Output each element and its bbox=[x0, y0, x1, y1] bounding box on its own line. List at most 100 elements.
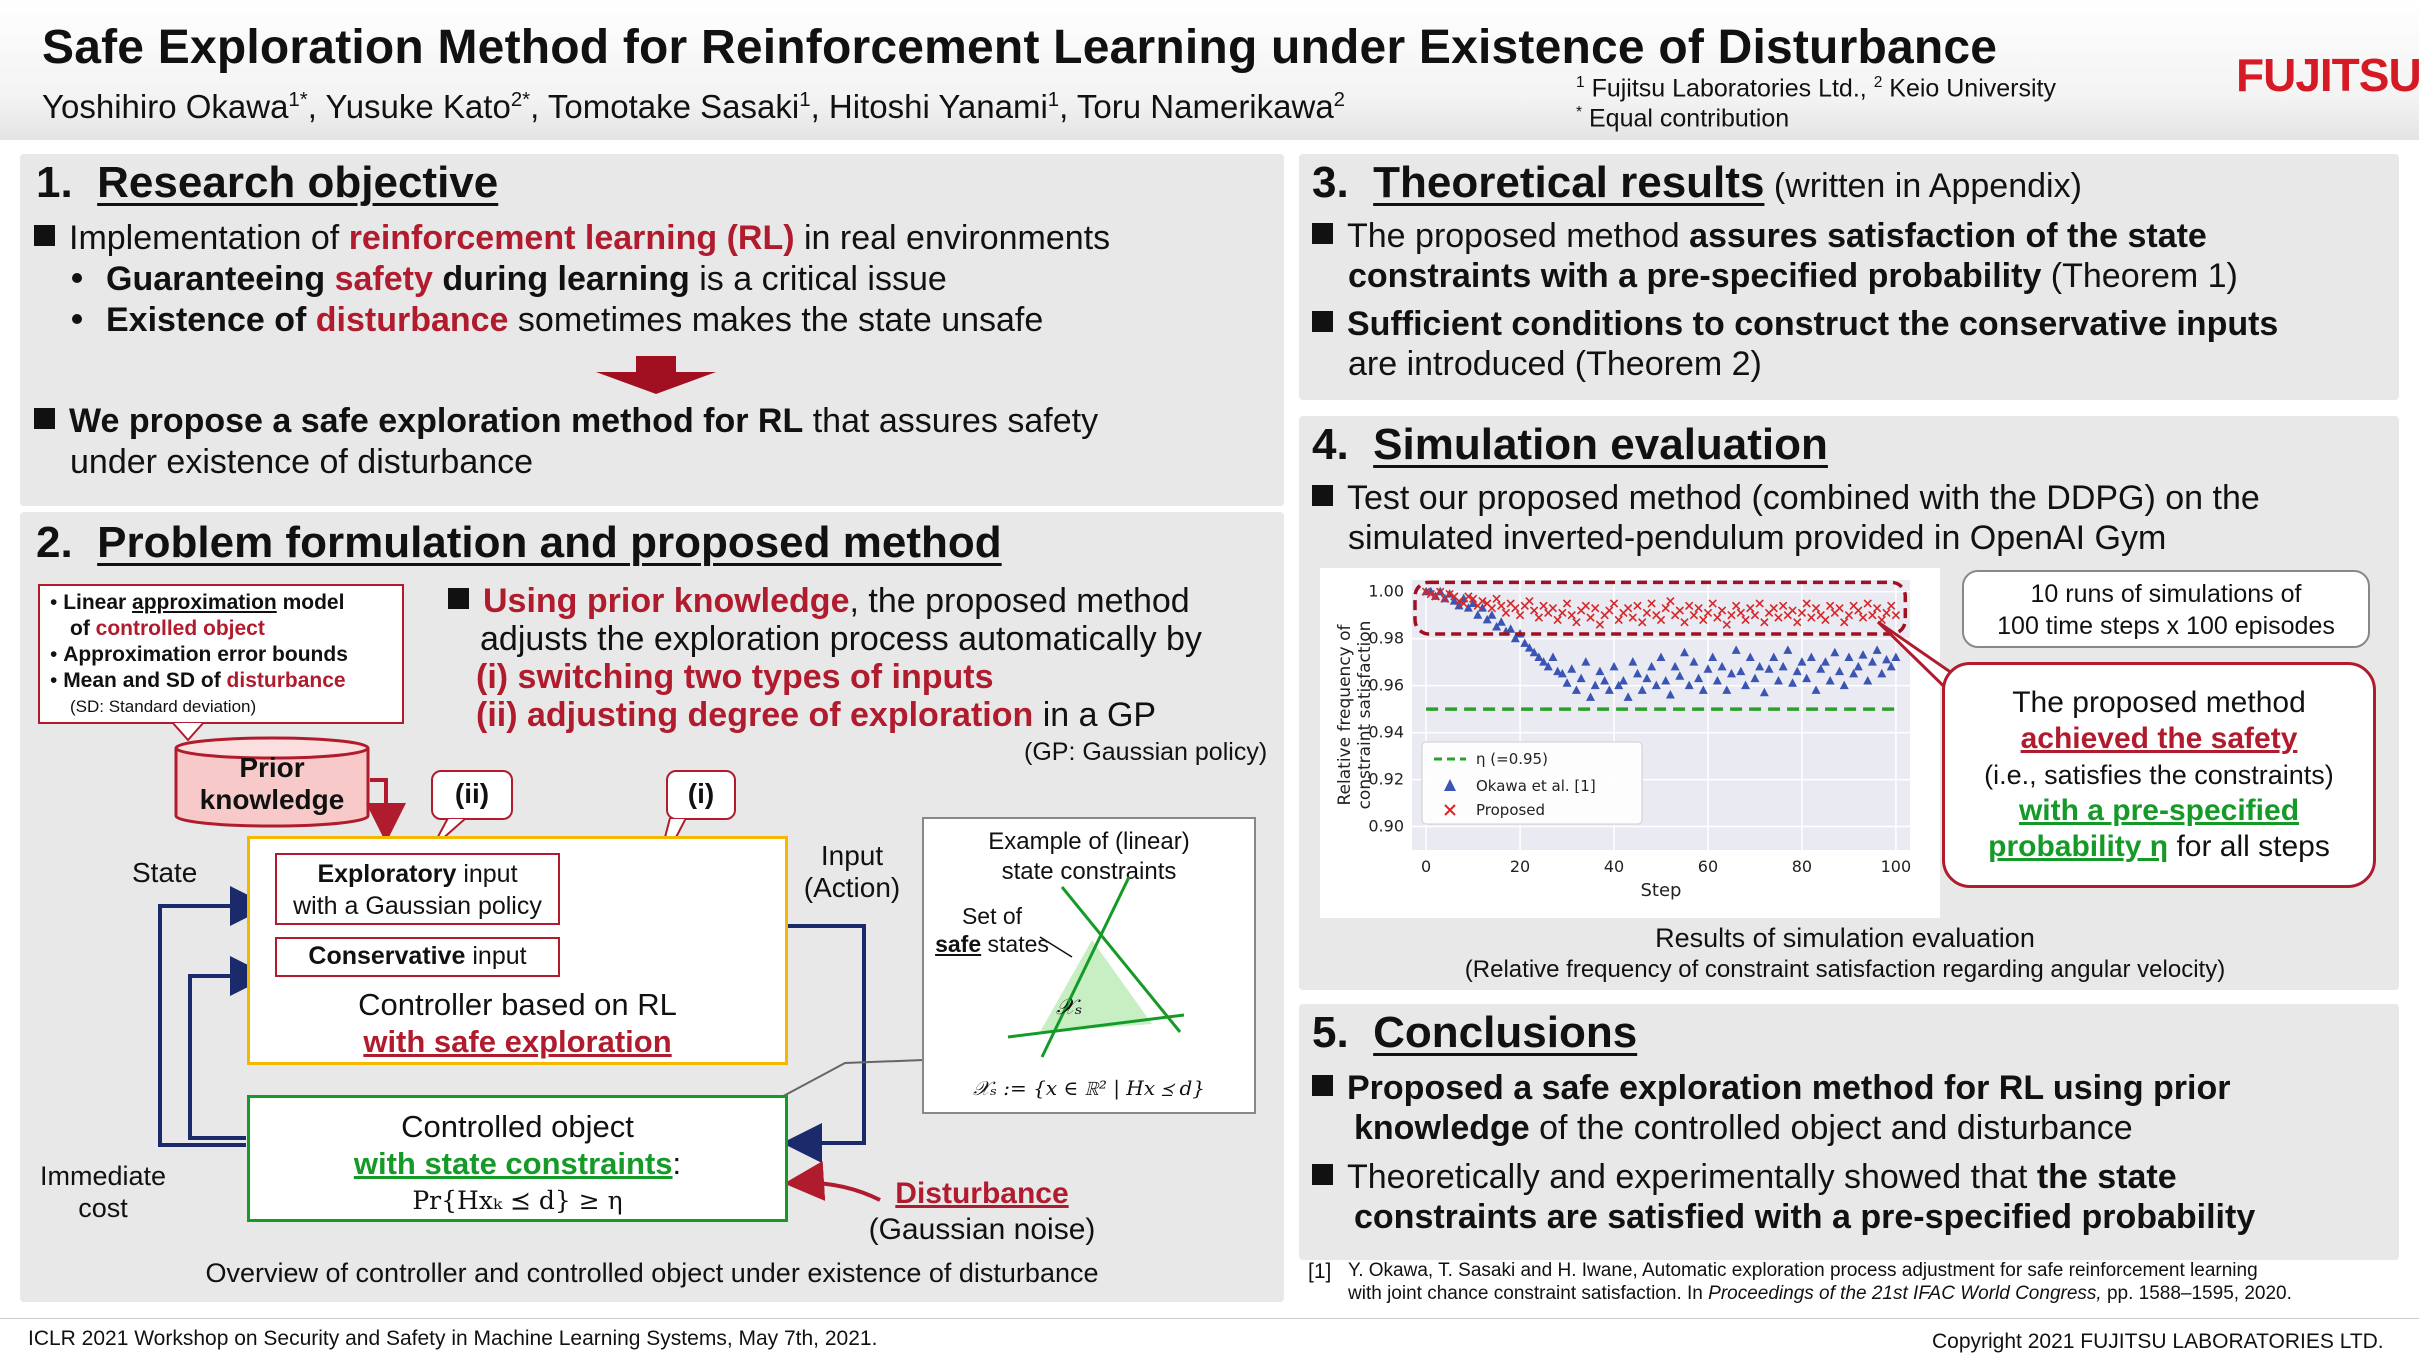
triangle-marker bbox=[1675, 671, 1685, 680]
fujitsu-logo: FUJITSU bbox=[2236, 49, 2419, 101]
x-tick-label: 20 bbox=[1510, 857, 1530, 876]
section-1-heading: 1. Research objective bbox=[36, 158, 499, 207]
s4-bullet-1: Test our proposed method (combined with … bbox=[1312, 478, 2260, 518]
triangle-marker bbox=[1694, 673, 1704, 683]
triangle-marker bbox=[1811, 685, 1821, 694]
triangle-marker bbox=[1604, 685, 1614, 694]
triangle-marker bbox=[1633, 668, 1643, 678]
triangle-marker bbox=[1806, 652, 1816, 661]
triangle-marker bbox=[1576, 673, 1586, 683]
gp-note: (GP: Gaussian policy) bbox=[1024, 738, 1268, 766]
triangle-marker bbox=[1759, 687, 1769, 697]
x-marker bbox=[1468, 594, 1478, 603]
triangle-marker bbox=[1736, 666, 1746, 676]
x-marker bbox=[1703, 608, 1713, 618]
section-5-heading: 5. Conclusions bbox=[1312, 1008, 1638, 1057]
triangle-marker bbox=[1741, 680, 1751, 690]
triangle-marker bbox=[1816, 664, 1826, 673]
x-marker bbox=[1797, 608, 1807, 618]
triangle-marker bbox=[1477, 603, 1487, 612]
triangle-marker bbox=[1835, 666, 1845, 676]
triangle-marker bbox=[1557, 668, 1567, 678]
reference-line-1: Y. Okawa, T. Sasaki and H. Iwane, Automa… bbox=[1348, 1260, 2258, 1281]
triangle-marker bbox=[1891, 652, 1901, 661]
down-arrow-icon bbox=[596, 356, 716, 394]
s5-bullet-1-line2: knowledge of the controlled object and d… bbox=[1354, 1109, 2133, 1147]
x-marker bbox=[1609, 599, 1619, 608]
legend-proposed-label: Proposed bbox=[1476, 801, 1545, 819]
s1-subbullet-1: Guaranteeing safety during learning is a… bbox=[72, 259, 947, 300]
immediate-cost-label: Immediate cost bbox=[39, 1161, 167, 1223]
triangle-marker bbox=[1661, 675, 1671, 685]
triangle-marker bbox=[1520, 638, 1530, 647]
author-name: Hitoshi Yanami bbox=[828, 88, 1048, 125]
s3-bullet-2-line2: are introduced (Theorem 2) bbox=[1348, 345, 1762, 383]
prior-knowledge-database-icon bbox=[174, 736, 370, 828]
triangle-marker bbox=[1717, 661, 1727, 671]
triangle-marker bbox=[1496, 617, 1506, 626]
x-marker bbox=[1633, 601, 1642, 610]
triangle-marker bbox=[1849, 668, 1859, 678]
header-bar bbox=[0, 0, 2419, 140]
x-marker bbox=[1694, 604, 1703, 613]
x-marker bbox=[1708, 599, 1717, 608]
callout-tag-ii: (ii) bbox=[431, 770, 513, 820]
x-marker bbox=[1891, 611, 1901, 620]
author-list: Yoshihiro Okawa1*, Yusuke Kato2*, Tomota… bbox=[42, 88, 1346, 125]
y-axis-label-line2: constraint satisfaction bbox=[1355, 621, 1375, 810]
callout-tag-i: (i) bbox=[666, 770, 736, 820]
y-tick-label: 0.94 bbox=[1368, 723, 1404, 742]
x-marker bbox=[1868, 611, 1877, 620]
x-marker bbox=[1426, 589, 1435, 599]
x-marker bbox=[1525, 596, 1534, 606]
x-marker bbox=[1807, 613, 1816, 622]
triangle-marker bbox=[1872, 645, 1882, 654]
triangle-marker bbox=[1647, 661, 1657, 671]
s3-bullet-1: The proposed method assures satisfaction… bbox=[1312, 216, 2207, 256]
state-label: State bbox=[132, 857, 198, 888]
triangle-marker bbox=[1543, 661, 1553, 671]
triangle-marker bbox=[1726, 668, 1736, 678]
triangle-marker bbox=[1778, 661, 1788, 671]
x-marker bbox=[1459, 599, 1468, 608]
triangle-marker bbox=[1853, 661, 1863, 671]
triangle-marker bbox=[1844, 652, 1854, 661]
x-marker bbox=[1628, 613, 1637, 622]
s4-bullet-1-line2: simulated inverted-pendulum provided in … bbox=[1348, 519, 2167, 557]
s2-item-i: (i) switching two types of inputs bbox=[476, 658, 994, 696]
triangle-marker bbox=[1858, 650, 1868, 659]
x-tick-label: 40 bbox=[1604, 857, 1624, 876]
x-marker bbox=[1511, 604, 1520, 613]
chart-caption: Results of simulation evaluation (Relativ… bbox=[1464, 923, 2226, 983]
x-marker bbox=[1534, 613, 1544, 622]
triangle-marker bbox=[1586, 692, 1596, 701]
x-marker bbox=[1642, 608, 1652, 618]
x-marker bbox=[1421, 587, 1431, 596]
triangle-marker bbox=[1703, 664, 1713, 673]
x-marker bbox=[1492, 594, 1501, 603]
section-4-heading: 4. Simulation evaluation bbox=[1312, 420, 1828, 469]
triangle-marker bbox=[1600, 675, 1610, 685]
legend-okawa-label: Okawa et al. [1] bbox=[1476, 777, 1596, 795]
triangle-marker bbox=[1731, 645, 1741, 654]
triangle-marker bbox=[1792, 666, 1802, 676]
example-title: Example of (linear) state constraints bbox=[988, 828, 1190, 885]
x-marker bbox=[1656, 615, 1666, 625]
prior-knowledge-label: Prior knowledge bbox=[199, 752, 345, 815]
x-marker bbox=[1558, 608, 1567, 618]
x-axis-label: Step bbox=[1641, 880, 1682, 901]
x-marker bbox=[1548, 604, 1558, 613]
affiliations: 1 Fujitsu Laboratories Ltd., 2 Keio Univ… bbox=[1576, 74, 2056, 103]
triangle-marker bbox=[1698, 685, 1708, 694]
x-marker bbox=[1887, 601, 1896, 610]
reference-line-2: with joint chance constraint satisfactio… bbox=[1348, 1283, 2292, 1304]
x-marker bbox=[1661, 604, 1670, 613]
x-marker bbox=[1778, 601, 1788, 610]
proposed-highlight-box bbox=[1413, 580, 1908, 636]
triangle-marker bbox=[1783, 645, 1793, 654]
section-2-heading: 2. Problem formulation and proposed meth… bbox=[36, 518, 1002, 567]
disturbance-label: Disturbance (Gaussian noise) bbox=[868, 1177, 1096, 1246]
section-3-heading: 3. Theoretical results (written in Appen… bbox=[1312, 158, 2082, 207]
triangle-marker bbox=[1882, 654, 1892, 664]
x-marker bbox=[1774, 613, 1783, 622]
